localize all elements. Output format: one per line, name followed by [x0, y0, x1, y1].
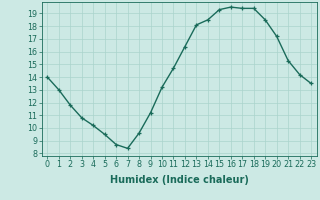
X-axis label: Humidex (Indice chaleur): Humidex (Indice chaleur)	[110, 175, 249, 185]
